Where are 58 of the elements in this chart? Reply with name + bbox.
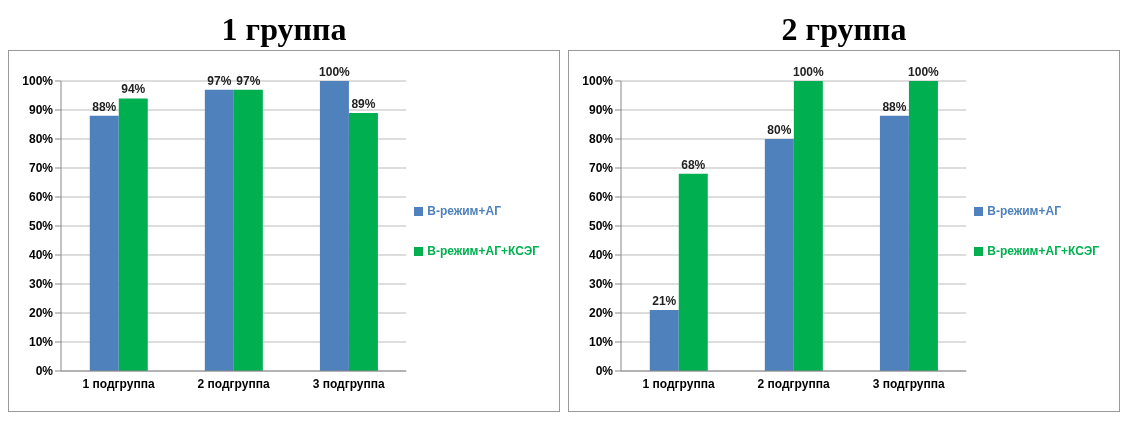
bar bbox=[204, 89, 234, 371]
y-tick-label: 50% bbox=[28, 219, 54, 234]
y-tick-label: 30% bbox=[588, 277, 614, 292]
x-tick-label: 1 подгруппа bbox=[642, 376, 715, 391]
data-label: 100% bbox=[908, 65, 940, 79]
legend-label: B-режим+АГ bbox=[427, 204, 501, 218]
legend-label: B-режим+АГ bbox=[987, 204, 1061, 218]
x-tick-label: 2 подгруппа bbox=[757, 376, 830, 391]
data-label: 88% bbox=[882, 99, 907, 114]
bar bbox=[89, 115, 119, 371]
data-label: 88% bbox=[92, 99, 117, 114]
bar bbox=[348, 112, 378, 371]
bar bbox=[319, 81, 349, 371]
y-tick-label: 60% bbox=[28, 190, 54, 205]
bar bbox=[678, 173, 708, 371]
y-tick-label: 10% bbox=[588, 335, 614, 350]
bar bbox=[879, 115, 909, 371]
y-tick-label: 20% bbox=[28, 306, 54, 321]
data-label: 80% bbox=[767, 123, 792, 137]
legend-label: B-режим+АГ+КСЭГ bbox=[427, 244, 539, 258]
bar bbox=[764, 139, 794, 371]
chart-title: 2 группа bbox=[780, 10, 908, 49]
y-tick-label: 70% bbox=[28, 161, 54, 176]
y-tick-label: 0% bbox=[595, 364, 614, 379]
y-tick-label: 10% bbox=[28, 335, 54, 350]
y-tick-label: 90% bbox=[588, 103, 614, 118]
data-label: 97% bbox=[207, 73, 232, 88]
y-tick-label: 40% bbox=[28, 248, 54, 263]
y-tick-label: 20% bbox=[588, 306, 614, 321]
x-tick-label: 3 подгруппа bbox=[872, 376, 946, 391]
x-tick-label: 1 подгруппа bbox=[82, 376, 155, 391]
y-tick-label: 80% bbox=[588, 132, 614, 147]
y-tick-label: 90% bbox=[28, 103, 54, 118]
data-label: 100% bbox=[319, 65, 351, 79]
data-label: 89% bbox=[351, 96, 376, 111]
y-tick-label: 60% bbox=[588, 190, 614, 205]
x-tick-label: 2 подгруппа bbox=[197, 376, 270, 391]
legend-label: B-режим+АГ+КСЭГ bbox=[987, 244, 1099, 258]
x-tick-label: 3 подгруппа bbox=[312, 376, 386, 391]
bar bbox=[908, 81, 938, 371]
data-label: 97% bbox=[236, 73, 261, 88]
y-tick-label: 100% bbox=[22, 74, 54, 89]
y-tick-label: 70% bbox=[588, 161, 614, 176]
y-tick-label: 80% bbox=[28, 132, 54, 147]
y-tick-label: 30% bbox=[28, 277, 54, 292]
bar bbox=[233, 89, 263, 371]
y-tick-label: 100% bbox=[582, 74, 614, 89]
data-label: 100% bbox=[792, 65, 825, 79]
data-label: 94% bbox=[121, 82, 146, 97]
y-tick-label: 0% bbox=[35, 364, 54, 379]
data-label: 21% bbox=[652, 294, 677, 309]
bar bbox=[649, 310, 679, 371]
y-tick-label: 50% bbox=[588, 219, 614, 234]
bar bbox=[793, 81, 823, 371]
bar bbox=[118, 98, 148, 371]
y-tick-label: 40% bbox=[588, 248, 614, 263]
chart-title: 1 группа bbox=[220, 10, 348, 49]
data-label: 68% bbox=[681, 157, 706, 172]
